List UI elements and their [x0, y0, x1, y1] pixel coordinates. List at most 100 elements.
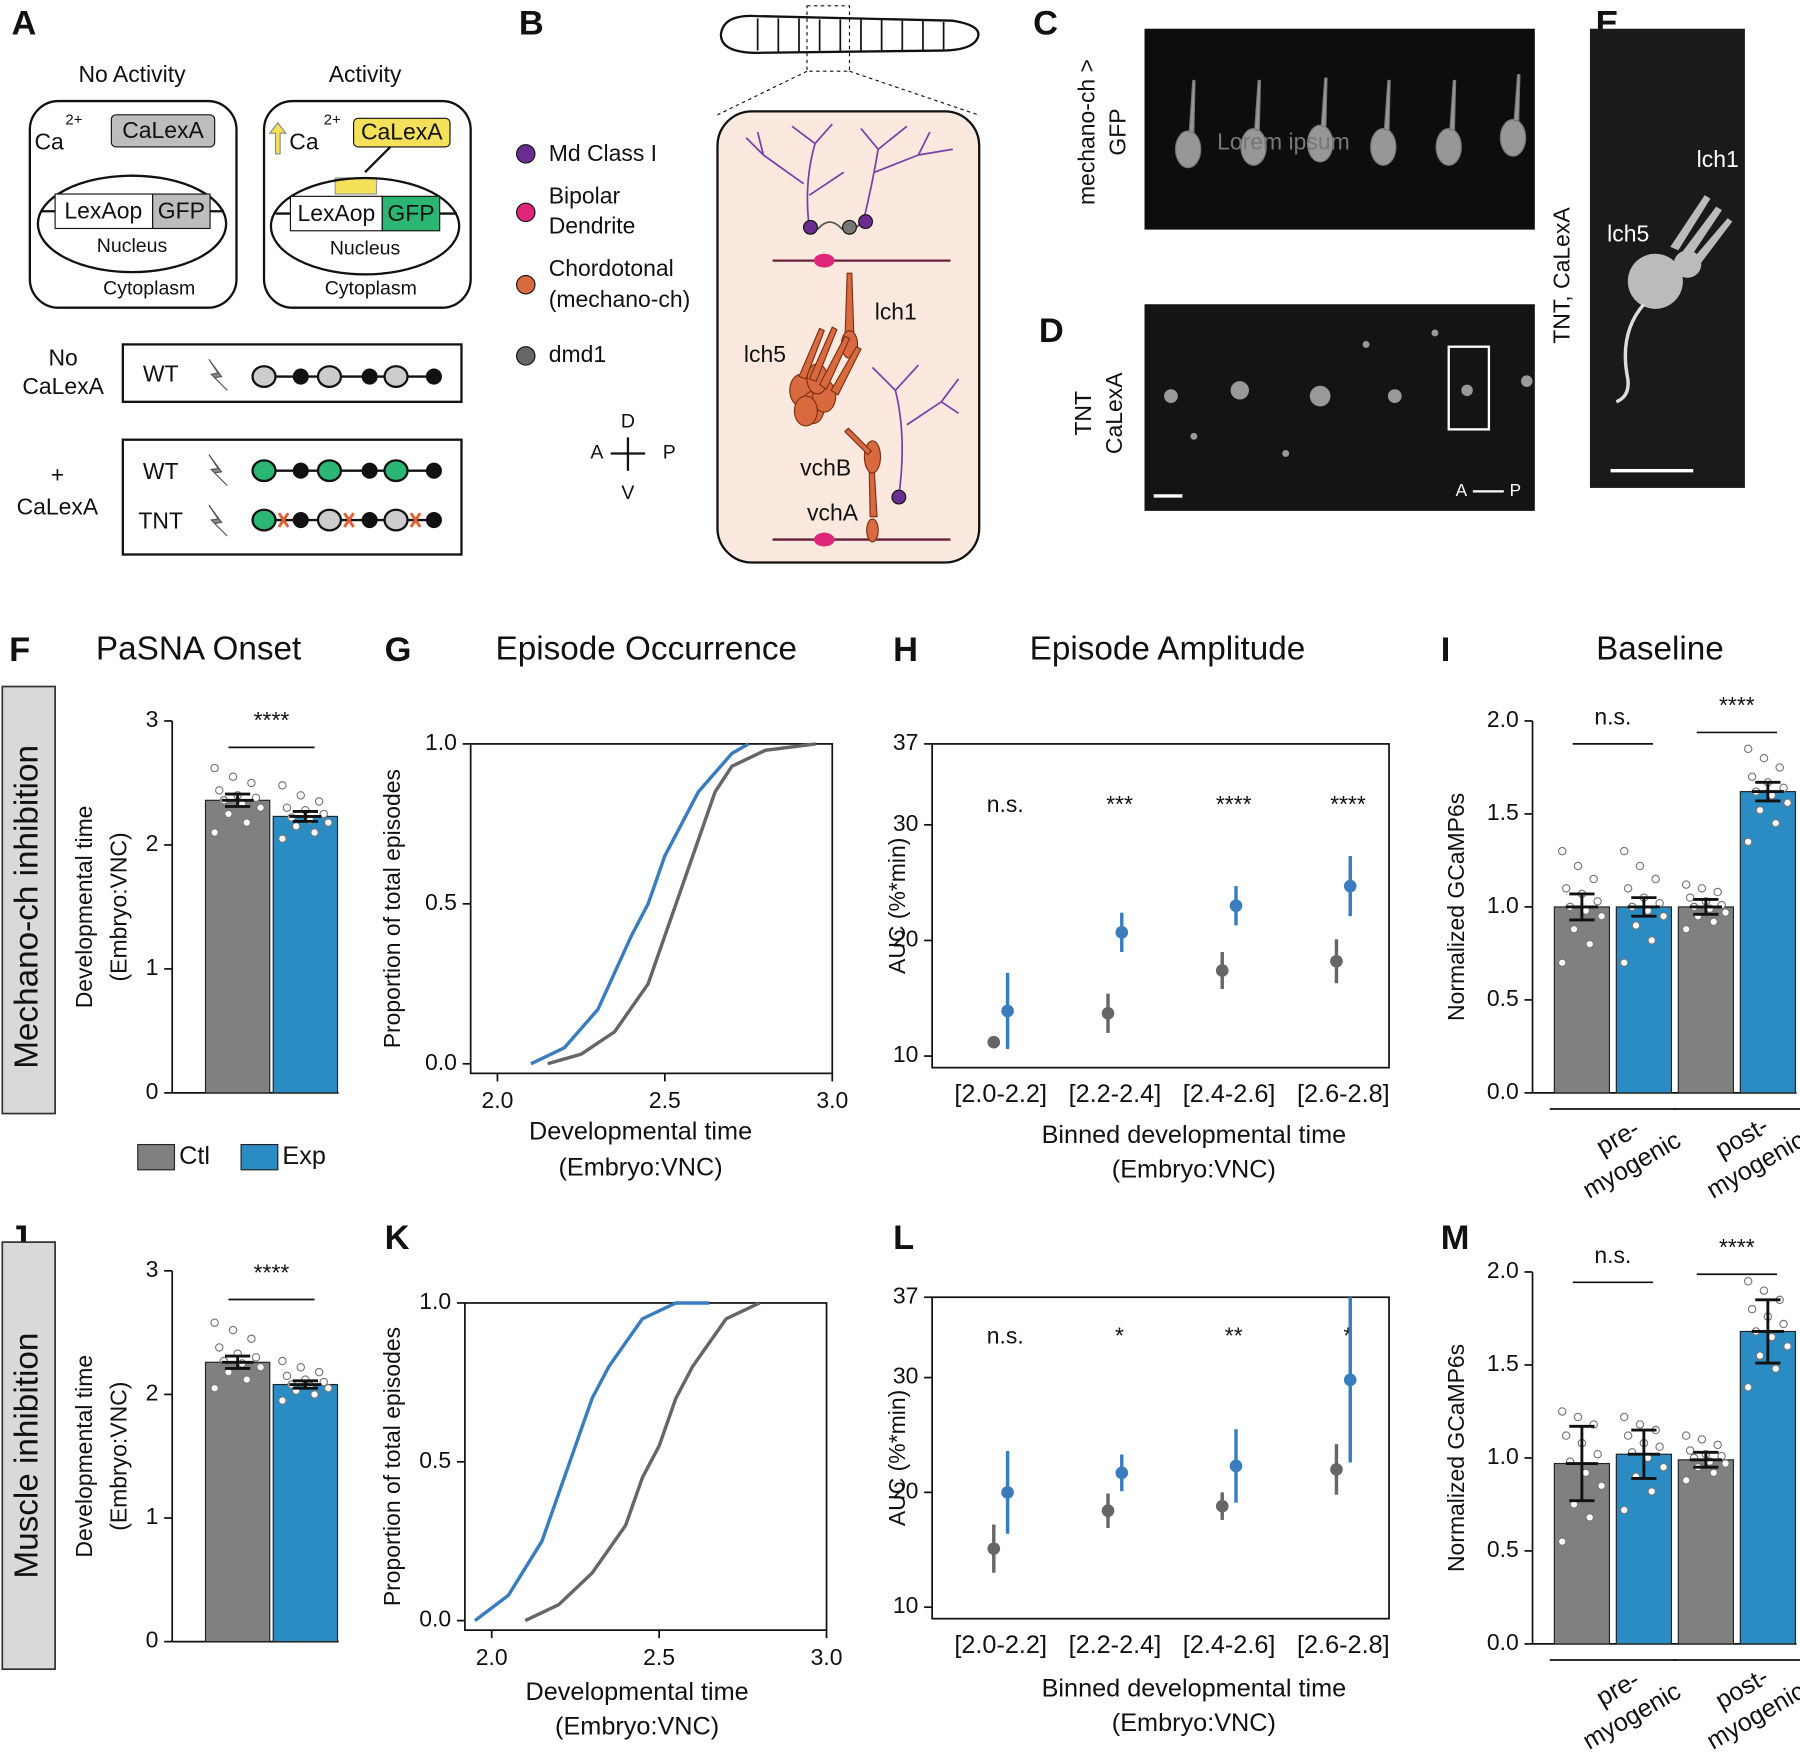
- shape-shape-panel-a: [425, 462, 442, 479]
- data-point: [1635, 861, 1645, 871]
- label-panel-a: Ca: [34, 129, 64, 155]
- data-point: [224, 809, 233, 819]
- shape-panel-d: [1447, 345, 1491, 431]
- data-point: [278, 781, 287, 790]
- data-point: [228, 772, 238, 781]
- data-point: [210, 1383, 219, 1393]
- shape-shape-panel-a: [251, 508, 277, 532]
- shape-panel-b: [756, 18, 945, 52]
- label-panel-b: (mechano-ch): [549, 286, 691, 312]
- data-point: [1747, 772, 1757, 781]
- label-panel-d: CaLexA: [1101, 372, 1127, 454]
- shape-shape-panel-b: [866, 518, 879, 543]
- label-panel-a: Nucleus: [330, 237, 401, 259]
- label-row-label: Muscle inhibition: [8, 1333, 45, 1579]
- data-point: [1759, 753, 1769, 763]
- shape-shape-panel-a: [277, 512, 422, 528]
- label-panel-d: P: [1510, 480, 1521, 500]
- y-tick-label: 2.0: [1487, 706, 1519, 732]
- x-tick-label: [2.4-2.6]: [1183, 1631, 1276, 1659]
- data-point: [1597, 911, 1606, 921]
- x-tick-label: [2.0-2.2]: [954, 1631, 1047, 1659]
- y-tick-label: 0.0: [419, 1606, 451, 1632]
- data-point: [1743, 837, 1753, 847]
- label-panel-b: lch5: [744, 341, 786, 367]
- legend-label: Ctl: [179, 1142, 210, 1170]
- data-point: [1651, 874, 1660, 884]
- shape-panel-b: [745, 123, 960, 497]
- data-point: [987, 1542, 1001, 1555]
- error-bar: [289, 810, 322, 823]
- data-point: [278, 1396, 287, 1405]
- error-bar: [1751, 1298, 1784, 1365]
- x-tick-label: 3.0: [816, 1087, 848, 1113]
- shape-shape-panel-d: [1164, 389, 1178, 403]
- error-bar: [1751, 780, 1784, 803]
- shape-shape-panel-c: [1174, 130, 1202, 169]
- significance-label: ****: [1330, 791, 1366, 817]
- label-panel-e: TNT, CaLexA: [1549, 207, 1575, 344]
- shape-panel-d: [1144, 304, 1535, 511]
- shape-shape-panel-d: [1461, 384, 1473, 397]
- label-panel-letters: B: [519, 4, 544, 42]
- y-tick-label: 1.0: [419, 1288, 451, 1314]
- label-panel-a: GFP: [158, 197, 205, 223]
- label-panel-b: dmd1: [549, 341, 606, 367]
- shape-shape-panel-d: [1387, 389, 1402, 403]
- error-bar: [1565, 1424, 1598, 1503]
- shape-shape-panel-a: [208, 454, 228, 487]
- bar: [1677, 1459, 1734, 1645]
- data-point: [1573, 861, 1583, 871]
- shape-panel-a: [121, 343, 463, 403]
- label-panel-b: A: [590, 442, 603, 464]
- shape-shape-panel-a: [361, 512, 378, 529]
- label-panel-c: Lorem ipsum: [1217, 129, 1350, 155]
- label-panel-a: CaLexA: [361, 118, 443, 144]
- data-point: [1747, 1304, 1757, 1314]
- label-panel-e: lch1: [1697, 146, 1739, 172]
- x-tick-label: 2.5: [649, 1087, 681, 1113]
- label-panel-a: CaLexA: [17, 494, 99, 520]
- label-panel-a: WT: [143, 360, 179, 386]
- data-point: [1001, 1004, 1014, 1018]
- data-point: [1561, 884, 1571, 893]
- data-point: [1635, 1420, 1645, 1429]
- data-point: [1593, 1449, 1602, 1459]
- plot-frame: [469, 743, 834, 1075]
- data-point: [256, 803, 265, 812]
- x-axis-label: Binned developmental time: [1042, 1675, 1347, 1703]
- data-point: [1619, 1412, 1629, 1422]
- shape-shape-panel-d: [1309, 385, 1331, 407]
- label-panel-a: Cytoplasm: [325, 277, 417, 299]
- data-point: [1343, 1373, 1357, 1387]
- shape-shape-panel-a: [361, 368, 378, 385]
- chart-title: Episode Amplitude: [1030, 631, 1306, 668]
- shape-shape-panel-b: [793, 395, 818, 427]
- error-bar: [1565, 892, 1598, 922]
- bar: [204, 799, 271, 1094]
- data-point: [1343, 879, 1357, 893]
- significance-label: n.s.: [1594, 1242, 1631, 1268]
- y-tick-label: 1.5: [1487, 1350, 1519, 1376]
- data-point: [210, 1318, 219, 1327]
- significance-label: n.s.: [987, 1322, 1024, 1348]
- shape-shape-panel-b: [860, 125, 953, 222]
- data-point: [1115, 926, 1129, 939]
- label-panel-letters: F: [9, 631, 30, 669]
- error-bar: [221, 792, 254, 808]
- label-panel-letters: K: [385, 1219, 410, 1257]
- shape-shape-panel-a: [383, 365, 409, 389]
- shape-panel-b: [891, 489, 907, 505]
- shape-shape-panel-c: [1306, 124, 1334, 163]
- shape-panel-a: [251, 365, 442, 532]
- shape-panel-b: [842, 219, 857, 235]
- ecdf-line: [547, 742, 816, 1066]
- panel-d: TNT CaLexA A P: [1070, 304, 1535, 511]
- data-point: [278, 834, 287, 843]
- shape-shape-panel-e: [1627, 253, 1683, 309]
- bar: [1739, 791, 1796, 1094]
- plot-frame: [931, 1296, 1390, 1620]
- y-axis-label: AUC (%*min): [884, 1390, 910, 1526]
- data-point: [1623, 1431, 1633, 1440]
- significance-label: n.s.: [1594, 704, 1631, 730]
